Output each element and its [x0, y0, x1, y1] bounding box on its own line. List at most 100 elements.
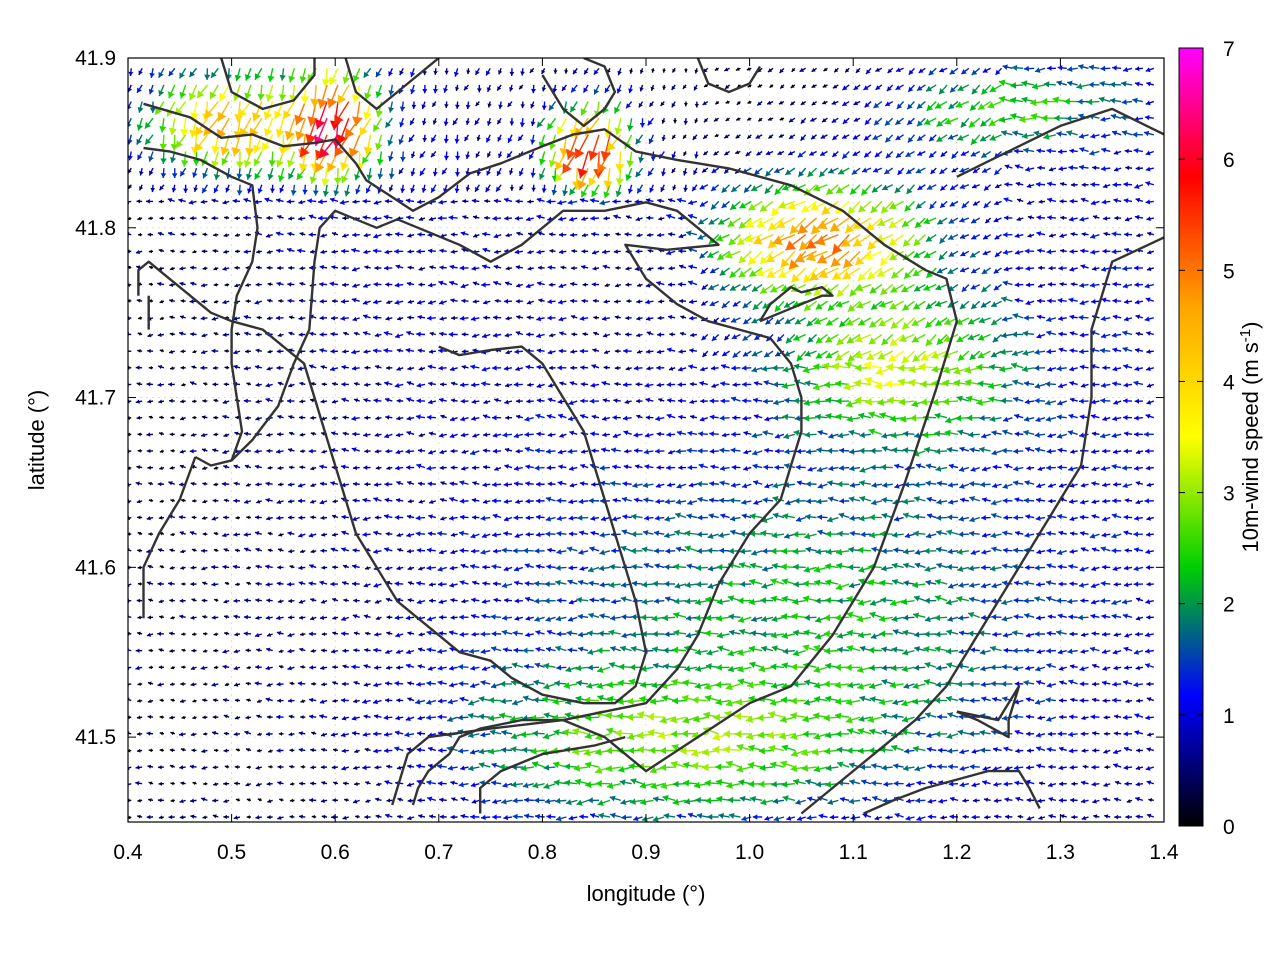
wind-vector: [192, 715, 197, 720]
wind-vector: [276, 714, 284, 720]
wind-vector: [959, 748, 970, 755]
wind-vector: [212, 814, 219, 819]
wind-vector: [321, 781, 328, 786]
wind-vector: [893, 780, 904, 787]
wind-vector: [459, 696, 469, 702]
wind-vector: [147, 714, 154, 719]
wind-vector: [1004, 765, 1013, 771]
wind-vector: [223, 731, 230, 736]
wind-vector: [747, 744, 763, 752]
wind-vector: [266, 682, 273, 687]
wind-vector: [439, 814, 447, 820]
wind-vector: [255, 765, 262, 770]
wind-vector: [1136, 748, 1143, 753]
wind-vector: [223, 781, 230, 786]
wind-vector: [1135, 781, 1144, 787]
wind-vector: [520, 731, 534, 738]
wind-vector: [257, 732, 262, 737]
wind-vector: [520, 764, 534, 772]
wind-vector: [1112, 763, 1122, 769]
wind-vector: [846, 747, 861, 754]
wind-vector: [297, 681, 306, 686]
wind-vector: [1013, 765, 1024, 771]
wind-vector: [912, 682, 926, 690]
wind-vector: [467, 699, 480, 706]
wind-vector: [1025, 765, 1035, 771]
wind-vector: [894, 812, 904, 819]
wind-vector: [416, 747, 426, 753]
wind-vector: [770, 682, 785, 689]
wind-vector: [332, 798, 338, 803]
wind-vector: [332, 748, 339, 753]
wind-vector: [407, 697, 415, 702]
wind-vector: [331, 715, 339, 720]
wind-vector: [738, 779, 752, 786]
wind-vector: [971, 782, 980, 788]
wind-vector: [1047, 782, 1057, 788]
wind-vector: [735, 698, 752, 706]
wind-vector: [373, 748, 382, 754]
wind-vector: [353, 698, 360, 704]
wind-vector: [901, 699, 915, 707]
wind-vector: [309, 797, 317, 803]
wind-vector: [574, 778, 589, 786]
wind-vector: [223, 814, 230, 820]
wind-vector: [416, 763, 426, 769]
wind-vector: [813, 695, 828, 703]
wind-vector: [801, 764, 817, 772]
wind-vector: [861, 779, 872, 785]
wind-vector: [956, 680, 969, 688]
wind-vector: [846, 728, 861, 735]
wind-vector: [659, 763, 676, 772]
wind-vector: [605, 764, 621, 773]
wind-vector: [201, 748, 208, 754]
wind-vector: [1091, 697, 1100, 703]
wind-vector: [512, 813, 523, 820]
wind-vector: [447, 765, 458, 771]
wind-vector: [407, 815, 415, 821]
x-axis-label: longitude (°): [587, 881, 706, 906]
wind-vector: [1146, 780, 1155, 785]
wind-vector: [311, 681, 317, 686]
wind-vector: [1103, 715, 1111, 720]
wind-vector: [449, 682, 458, 688]
wind-vector: [190, 732, 197, 737]
wind-vector: [836, 761, 850, 768]
wind-vector: [394, 680, 404, 687]
wind-vector: [542, 732, 556, 740]
wind-vector: [980, 681, 991, 688]
wind-vector: [289, 798, 295, 803]
wind-vector: [1047, 731, 1056, 737]
wind-vector: [503, 814, 513, 821]
wind-vector: [1036, 763, 1046, 769]
wind-vector: [715, 778, 730, 786]
wind-vector: [310, 765, 317, 770]
wind-vector: [845, 698, 861, 706]
wind-vector: [233, 815, 241, 820]
wind-vector: [458, 781, 469, 788]
wind-vector: [320, 732, 328, 737]
wind-vector: [905, 815, 915, 821]
wind-vector: [619, 779, 632, 786]
wind-vector: [417, 715, 426, 721]
wind-vector: [696, 812, 708, 819]
wind-vector: [200, 797, 208, 802]
wind-vector: [394, 730, 404, 736]
wind-vector: [1146, 747, 1154, 752]
wind-vector: [1092, 799, 1100, 804]
wind-vector: [946, 733, 959, 740]
wind-vector: [824, 695, 839, 703]
wind-vector: [1034, 699, 1046, 705]
wind-vector: [407, 681, 415, 686]
wind-vector: [147, 681, 154, 686]
wind-vector: [587, 797, 600, 804]
wind-vector: [834, 712, 850, 720]
wind-vector: [384, 813, 393, 819]
wind-vector: [891, 744, 904, 752]
wind-vector: [1081, 715, 1089, 721]
wind-vector: [354, 781, 360, 787]
colorbar-label-superscript: -1: [1237, 329, 1254, 342]
wind-vector: [992, 696, 1002, 703]
wind-vector: [937, 747, 948, 753]
wind-vector: [934, 730, 948, 738]
